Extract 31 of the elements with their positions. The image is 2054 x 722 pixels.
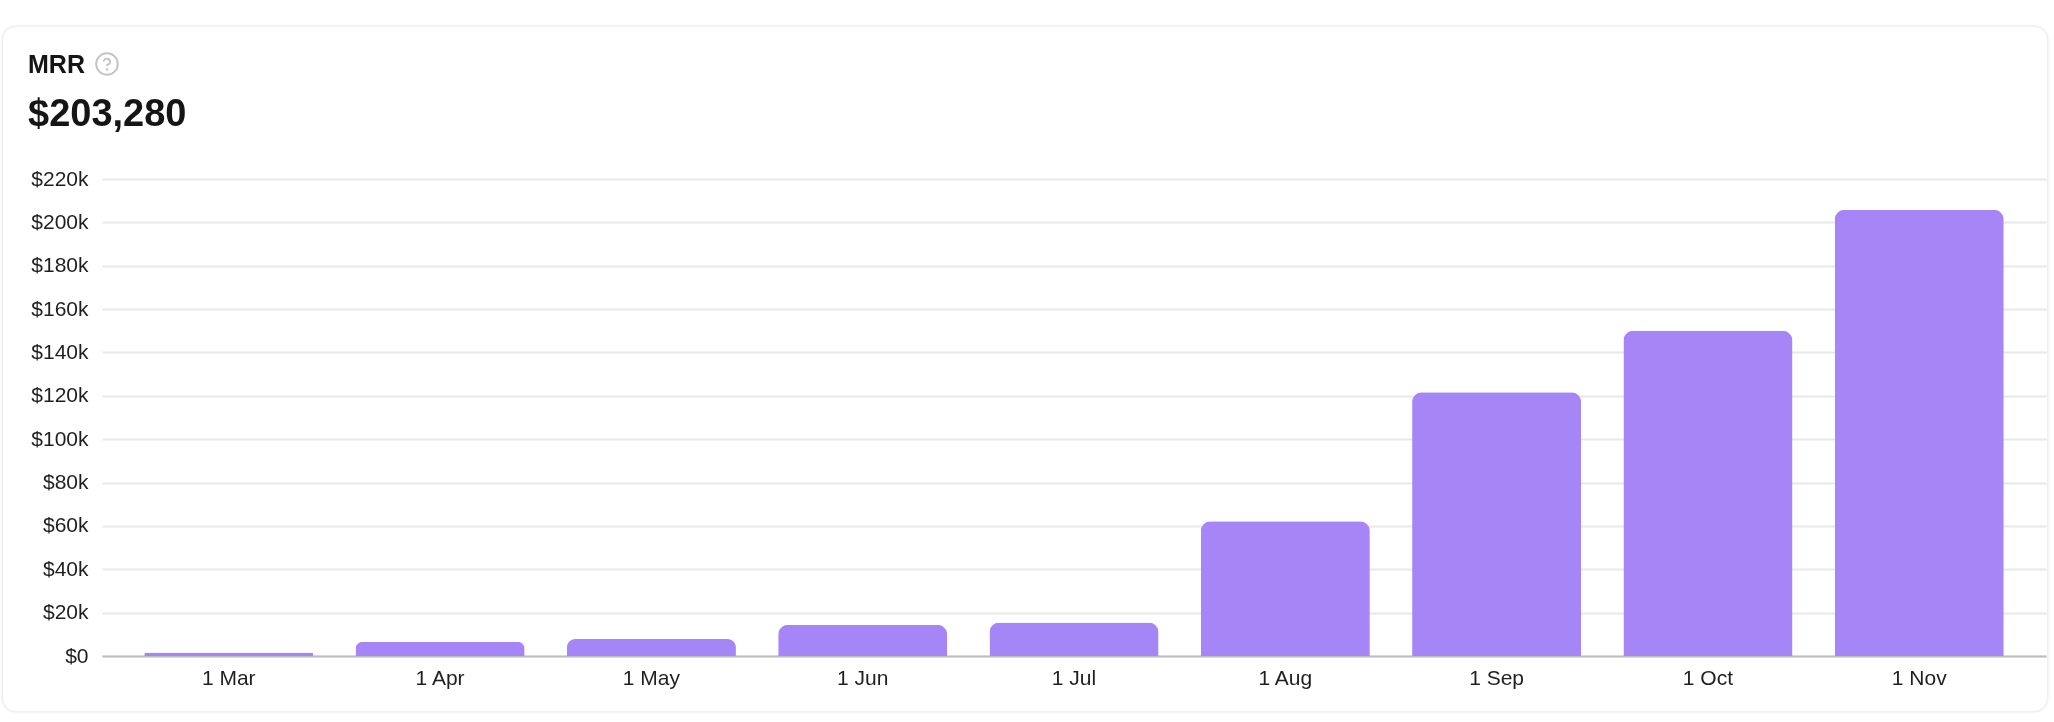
chart-title: MRR — [28, 50, 85, 78]
x-tick-label: 1 Apr — [415, 665, 465, 689]
x-tick-label: 1 Mar — [201, 665, 256, 689]
y-tick-label: $80k — [42, 470, 89, 494]
y-tick-label: $0 — [65, 643, 89, 667]
y-tick-label: $160k — [31, 296, 89, 320]
y-tick-label: $20k — [42, 600, 89, 624]
y-tick-label: $40k — [42, 556, 89, 580]
x-tick-label: 1 Oct — [1682, 665, 1734, 689]
y-tick-label: $180k — [31, 253, 89, 277]
y-tick-label: $60k — [42, 513, 89, 537]
bar — [355, 641, 525, 656]
x-tick-label: 1 Sep — [1469, 665, 1525, 689]
x-tick-label: 1 May — [622, 665, 681, 689]
y-tick-label: $100k — [31, 426, 89, 450]
bar — [778, 624, 948, 656]
x-tick-label: 1 Jul — [1051, 665, 1097, 689]
chart-subtitle: $203,280 — [28, 92, 187, 134]
bar — [989, 622, 1159, 656]
bar — [1200, 521, 1370, 656]
y-tick-label: $140k — [31, 339, 89, 363]
bar — [1623, 330, 1793, 656]
y-tick-label: $200k — [31, 209, 89, 233]
y-tick-label: $120k — [31, 383, 89, 407]
x-tick-label: 1 Aug — [1258, 665, 1313, 689]
bar — [566, 639, 736, 656]
x-tick-label: 1 Nov — [1891, 665, 1948, 689]
y-tick-label: $220k — [31, 166, 89, 190]
x-tick-label: 1 Jun — [837, 665, 889, 689]
bar — [1834, 209, 2004, 656]
bar — [1412, 392, 1582, 656]
